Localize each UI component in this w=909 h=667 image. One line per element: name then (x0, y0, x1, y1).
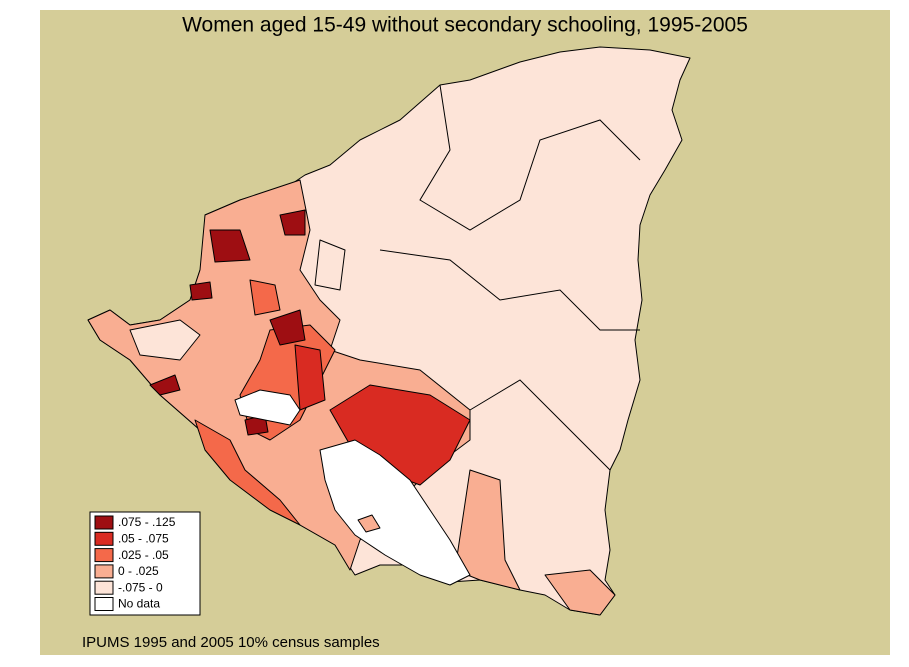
region (544, 569, 616, 616)
region (269, 309, 306, 346)
region-border (379, 249, 640, 331)
region (319, 439, 471, 586)
legend-swatch (94, 515, 114, 530)
region (357, 514, 381, 533)
legend-label: .05 - .075 (118, 531, 169, 545)
region-border (469, 379, 611, 471)
region-border (419, 84, 641, 231)
legend-label: -.075 - 0 (118, 580, 163, 594)
legend-label: No data (118, 597, 160, 611)
region (129, 319, 201, 361)
legend-swatch (94, 548, 114, 563)
legend-swatch (94, 564, 114, 579)
region (194, 419, 301, 526)
region (209, 229, 251, 263)
region (279, 209, 306, 236)
legend-label: 0 - .025 (118, 564, 159, 578)
region (249, 279, 281, 316)
region (189, 281, 213, 301)
map (87, 46, 691, 616)
region (314, 239, 346, 291)
legend-swatch (94, 531, 114, 546)
source-note: IPUMS 1995 and 2005 10% census samples (82, 634, 380, 651)
region (149, 374, 181, 396)
region (294, 344, 326, 411)
map-title: Women aged 15-49 without secondary schoo… (182, 14, 748, 37)
legend-swatch (94, 597, 114, 611)
legend-label: .075 - .125 (118, 515, 176, 529)
legend-swatch (94, 580, 114, 595)
legend: .075 - .125 .05 - .075 .025 - .05 0 - .025 -… (89, 511, 201, 616)
region (234, 389, 301, 426)
legend-label: .025 - .05 (118, 548, 169, 562)
